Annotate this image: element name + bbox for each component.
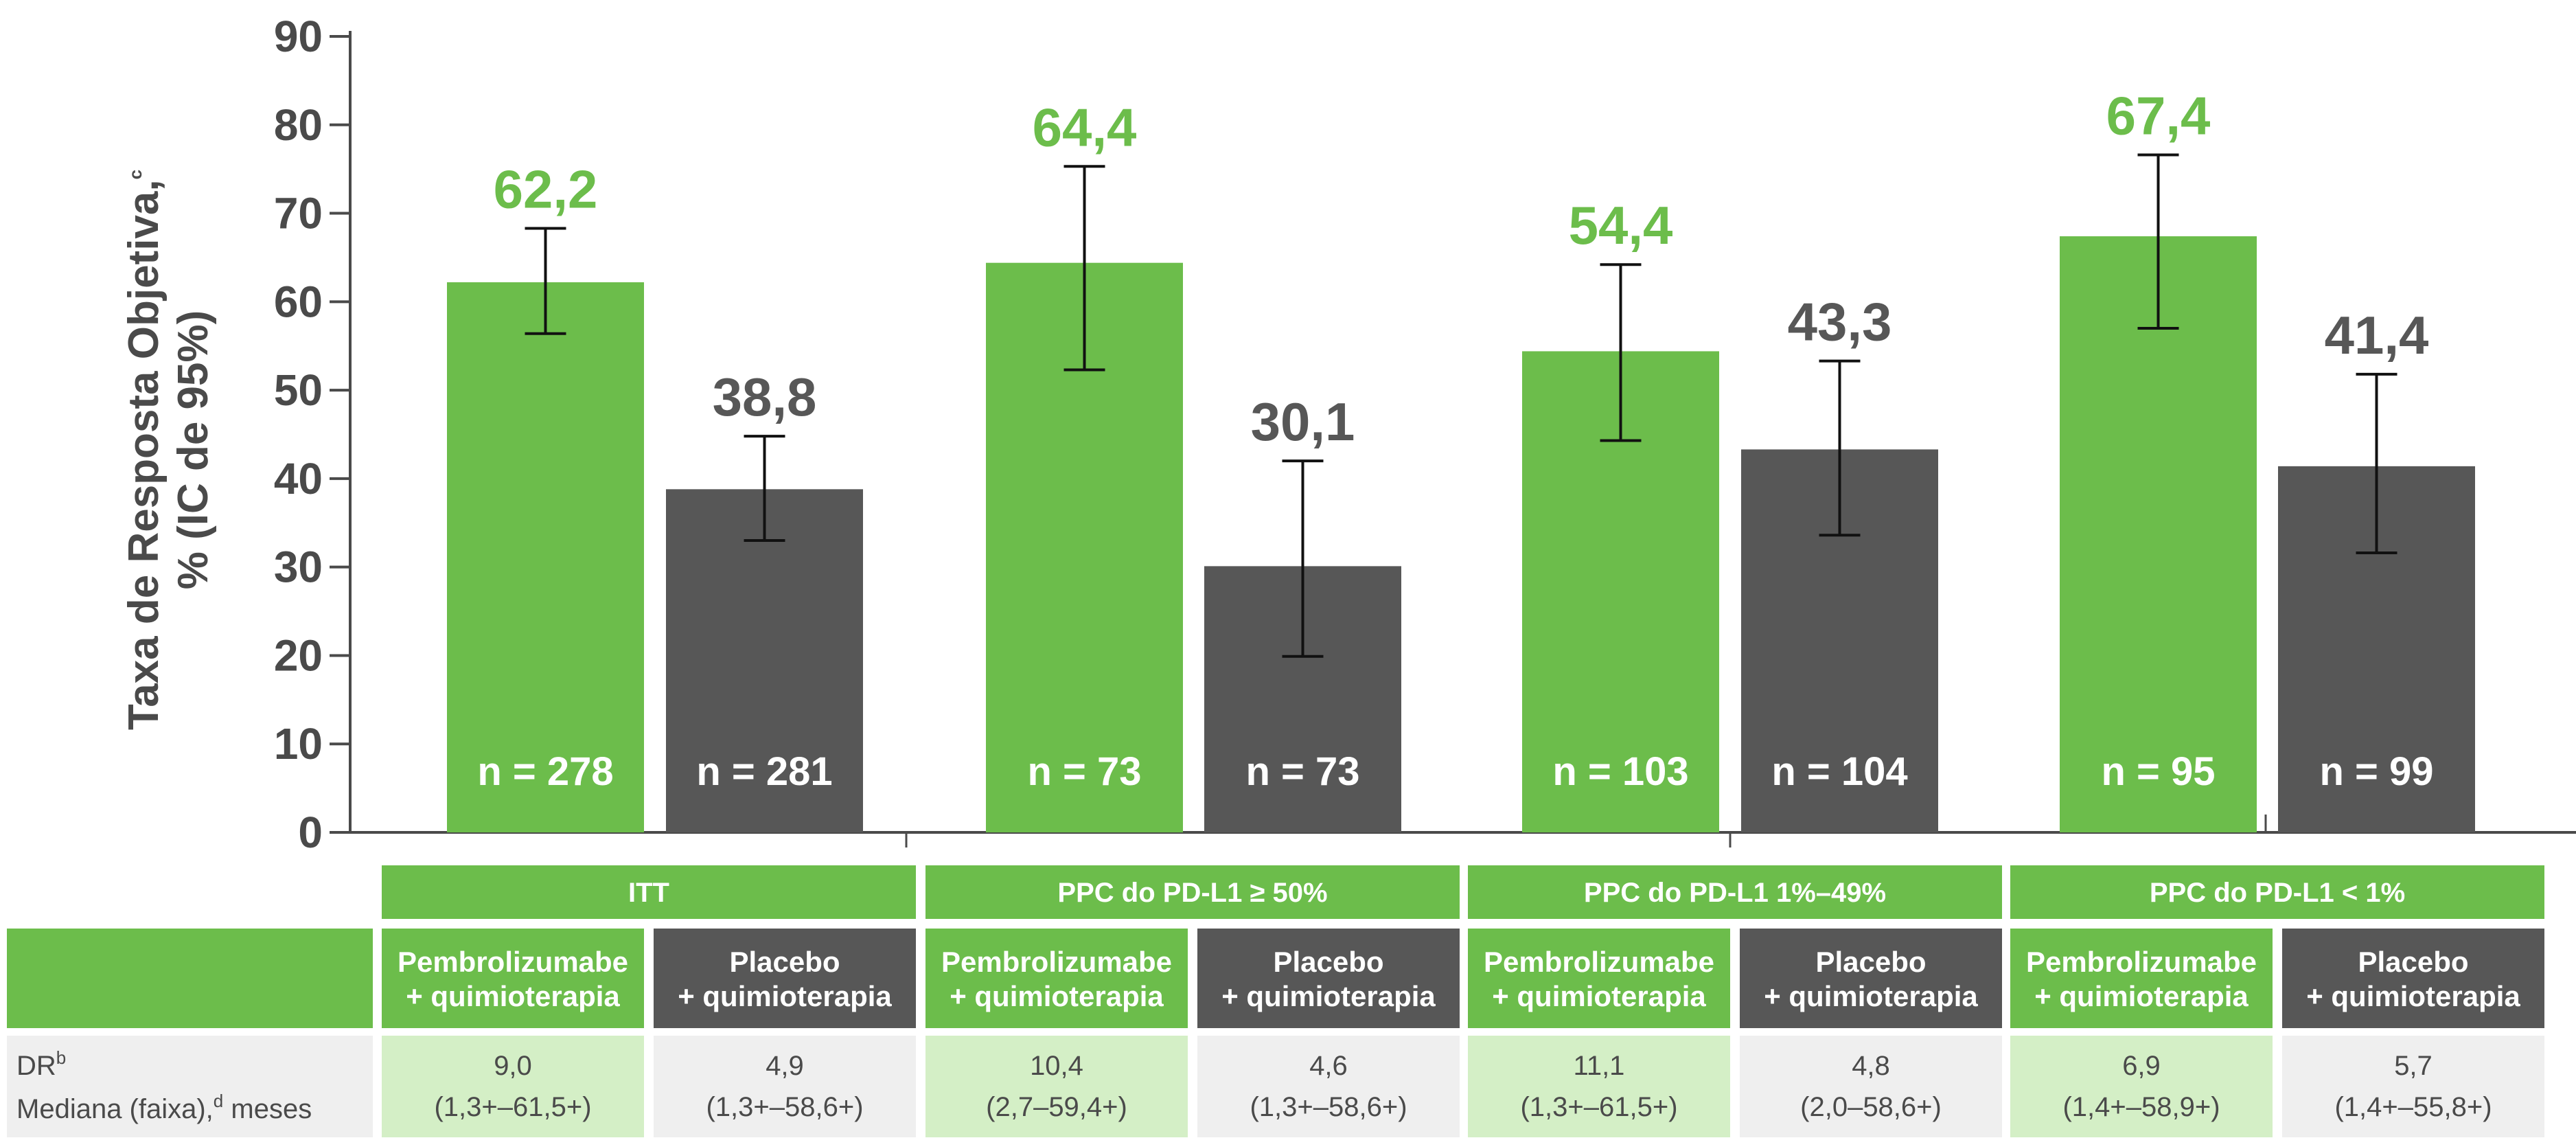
y-tick-label: 20 — [274, 630, 323, 680]
arm-label-line2: + quimioterapia — [678, 980, 892, 1012]
bar-value-label: 30,1 — [1251, 391, 1355, 452]
arm-header-cell — [925, 929, 1188, 1028]
dr-range-value: (1,3+–58,6+) — [706, 1092, 863, 1122]
dr-median-value: 4,9 — [766, 1051, 804, 1081]
bar-value-label: 54,4 — [1569, 195, 1673, 255]
dr-value-cell — [1197, 1036, 1460, 1137]
bar-n-label: n = 95 — [2101, 749, 2215, 794]
bar-n-label: n = 99 — [2319, 749, 2433, 794]
arm-header-cell — [654, 929, 916, 1028]
arm-label-line2: + quimioterapia — [1764, 980, 1978, 1012]
dr-label-line2: Mediana (faixa),d meses — [16, 1091, 312, 1124]
arm-label-line1: Placebo — [1815, 946, 1926, 978]
group-header-label: PPC do PD-L1 < 1% — [2150, 878, 2405, 908]
y-tick-label: 50 — [274, 365, 323, 415]
dr-range-value: (1,4+–58,9+) — [2062, 1092, 2220, 1122]
bar-n-label: n = 73 — [1245, 749, 1359, 794]
arm-header-cell — [1197, 929, 1460, 1028]
y-axis-title-line2: % (IC de 95%) — [170, 310, 217, 590]
dr-median-value: 5,7 — [2394, 1051, 2433, 1081]
dr-median-value: 9,0 — [494, 1051, 532, 1081]
bar-value-label: 41,4 — [2325, 305, 2429, 365]
arm-label-line2: + quimioterapia — [2306, 980, 2520, 1012]
arm-header-empty-cell — [7, 929, 373, 1028]
arm-label-line1: Placebo — [1273, 946, 1383, 978]
dr-range-value: (2,7–59,4+) — [986, 1092, 1127, 1122]
dr-value-cell — [2282, 1036, 2544, 1137]
group-header-cell — [1468, 865, 2002, 919]
bar-pembro-1 — [447, 282, 644, 833]
dr-label-cell — [7, 1036, 373, 1137]
arm-header-cell — [382, 929, 644, 1028]
y-tick-label: 80 — [274, 100, 323, 150]
bar-n-label: n = 73 — [1027, 749, 1141, 794]
arm-label-line1: Placebo — [729, 946, 840, 978]
bar-placebo-1 — [666, 489, 863, 832]
group-header-label: PPC do PD-L1 ≥ 50% — [1057, 878, 1327, 908]
group-header-cell — [382, 865, 916, 919]
dr-value-cell — [654, 1036, 916, 1137]
dr-range-value: (1,4+–55,8+) — [2334, 1092, 2492, 1122]
bar-value-label: 62,2 — [494, 159, 598, 219]
bar-n-label: n = 104 — [1771, 749, 1907, 794]
arm-label-line1: Pembrolizumabe — [941, 946, 1172, 978]
dr-value-cell — [2010, 1036, 2273, 1137]
arm-label-line1: Pembrolizumabe — [2026, 946, 2257, 978]
arm-label-line1: Placebo — [2358, 946, 2468, 978]
dr-median-value: 6,9 — [2122, 1051, 2161, 1081]
y-tick-label: 10 — [274, 719, 323, 769]
arm-header-cell — [1740, 929, 2002, 1028]
bar-value-label: 64,4 — [1033, 97, 1137, 157]
y-tick-label: 30 — [274, 543, 323, 592]
dr-median-value: 4,8 — [1852, 1051, 1890, 1081]
y-axis-title: Taxa de Resposta Objetiva,c % (IC de 95%) — [120, 170, 217, 730]
y-tick-label: 40 — [274, 454, 323, 503]
bar-pembro-4 — [2060, 236, 2257, 832]
group-header-cell — [925, 865, 1460, 919]
dr-median-value: 4,6 — [1309, 1051, 1348, 1081]
group-header-label: ITT — [628, 878, 669, 908]
dr-median-value: 10,4 — [1030, 1051, 1083, 1081]
y-tick-label: 70 — [274, 189, 323, 238]
dr-value-cell — [382, 1036, 644, 1137]
y-tick-label: 60 — [274, 277, 323, 326]
arm-header-cell — [2010, 929, 2273, 1028]
arm-label-line1: Pembrolizumabe — [1484, 946, 1714, 978]
bar-value-label: 38,8 — [713, 367, 817, 427]
bar-n-label: n = 103 — [1552, 749, 1688, 794]
dr-value-cell — [925, 1036, 1188, 1137]
dr-range-value: (2,0–58,6+) — [1800, 1092, 1942, 1122]
dr-median-value: 11,1 — [1574, 1051, 1625, 1081]
bar-n-label: n = 278 — [477, 749, 613, 794]
y-axis-title-line1: Taxa de Resposta Objetiva, — [120, 179, 168, 730]
y-axis-title-sup: c — [125, 170, 146, 179]
arm-label-line2: + quimioterapia — [1221, 980, 1436, 1012]
arm-label-line2: + quimioterapia — [406, 980, 620, 1012]
arm-header-cell — [2282, 929, 2544, 1028]
arm-label-line2: + quimioterapia — [2034, 980, 2249, 1012]
dr-value-cell — [1740, 1036, 2002, 1137]
arm-label-line2: + quimioterapia — [950, 980, 1164, 1012]
dr-range-value: (1,3+–61,5+) — [434, 1092, 591, 1122]
dr-range-value: (1,3+–61,5+) — [1520, 1092, 1677, 1122]
group-header-cell — [2010, 865, 2544, 919]
dr-value-cell — [1468, 1036, 1730, 1137]
arm-header-cell — [1468, 929, 1730, 1028]
dr-range-value: (1,3+–58,6+) — [1250, 1092, 1407, 1122]
y-tick-label: 0 — [298, 808, 323, 857]
bar-value-label: 43,3 — [1788, 292, 1892, 352]
bar-n-label: n = 281 — [696, 749, 832, 794]
y-tick-label: 90 — [274, 12, 323, 61]
group-header-label: PPC do PD-L1 1%–49% — [1584, 878, 1886, 908]
dr-label-line1: DRb — [16, 1047, 66, 1081]
arm-label-line1: Pembrolizumabe — [398, 946, 628, 978]
arm-label-line2: + quimioterapia — [1492, 980, 1706, 1012]
bar-value-label: 67,4 — [2106, 86, 2211, 146]
